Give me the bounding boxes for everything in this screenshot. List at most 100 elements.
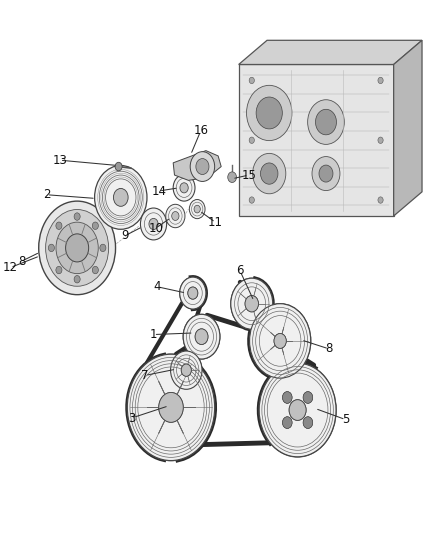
Circle shape (283, 417, 292, 429)
Circle shape (170, 351, 202, 389)
Text: 6: 6 (236, 264, 244, 277)
Circle shape (195, 329, 208, 344)
Circle shape (274, 334, 286, 349)
Circle shape (159, 392, 183, 422)
Circle shape (115, 163, 122, 171)
Circle shape (245, 295, 258, 312)
Circle shape (181, 364, 191, 376)
Text: 3: 3 (128, 411, 135, 424)
Circle shape (289, 400, 306, 421)
Circle shape (319, 165, 333, 182)
Text: 1: 1 (150, 328, 157, 341)
Circle shape (249, 197, 254, 203)
Circle shape (378, 197, 383, 203)
Circle shape (100, 244, 106, 252)
Circle shape (74, 276, 80, 283)
Circle shape (289, 400, 306, 421)
Text: 8: 8 (325, 342, 333, 356)
Circle shape (268, 326, 292, 356)
Text: 15: 15 (241, 168, 256, 182)
Circle shape (170, 351, 202, 389)
Circle shape (250, 304, 311, 378)
Circle shape (141, 208, 166, 240)
Circle shape (283, 417, 292, 429)
Circle shape (189, 199, 205, 219)
Text: 14: 14 (151, 184, 166, 198)
Circle shape (56, 222, 98, 273)
Circle shape (303, 392, 313, 403)
Text: 2: 2 (43, 188, 50, 201)
Text: 11: 11 (208, 216, 223, 229)
Circle shape (127, 354, 215, 461)
Circle shape (183, 314, 220, 359)
Circle shape (283, 392, 292, 403)
Circle shape (378, 77, 383, 84)
Text: 12: 12 (3, 261, 18, 274)
Circle shape (231, 278, 273, 329)
Circle shape (92, 266, 99, 274)
Circle shape (303, 417, 313, 429)
Circle shape (259, 364, 336, 457)
Circle shape (378, 137, 383, 143)
Text: 4: 4 (153, 280, 161, 293)
Circle shape (261, 163, 278, 184)
Circle shape (92, 222, 99, 229)
Polygon shape (173, 151, 221, 180)
Circle shape (195, 329, 208, 344)
Circle shape (127, 354, 215, 461)
Circle shape (245, 295, 258, 312)
Circle shape (303, 417, 313, 429)
Polygon shape (239, 64, 394, 216)
Circle shape (66, 234, 88, 262)
Circle shape (274, 334, 286, 349)
Circle shape (231, 278, 273, 329)
Circle shape (247, 85, 292, 141)
Text: 7: 7 (141, 369, 148, 382)
Circle shape (303, 392, 313, 403)
Circle shape (253, 154, 286, 194)
Circle shape (190, 152, 215, 181)
Circle shape (315, 109, 336, 135)
Text: 10: 10 (148, 222, 163, 235)
Circle shape (228, 172, 237, 182)
Text: 8: 8 (18, 255, 25, 268)
Text: 13: 13 (52, 154, 67, 167)
Circle shape (56, 222, 62, 229)
Circle shape (249, 77, 254, 84)
Circle shape (181, 364, 191, 376)
Circle shape (188, 287, 198, 299)
Text: 16: 16 (193, 124, 208, 138)
Circle shape (188, 287, 198, 299)
Circle shape (279, 386, 317, 433)
Circle shape (113, 189, 128, 206)
Circle shape (194, 205, 200, 213)
Circle shape (95, 165, 147, 229)
Circle shape (159, 392, 183, 422)
Text: 9: 9 (121, 229, 129, 242)
Circle shape (196, 159, 209, 174)
Circle shape (180, 183, 188, 193)
Circle shape (250, 304, 311, 378)
Circle shape (166, 204, 185, 228)
Circle shape (46, 209, 109, 286)
Circle shape (283, 392, 292, 403)
Circle shape (172, 212, 179, 221)
Circle shape (39, 201, 116, 295)
Circle shape (56, 266, 62, 274)
Circle shape (249, 137, 254, 143)
Circle shape (48, 244, 54, 252)
Circle shape (259, 364, 336, 457)
Circle shape (173, 174, 195, 201)
Circle shape (146, 376, 196, 438)
Circle shape (307, 100, 344, 144)
Circle shape (74, 213, 80, 220)
Polygon shape (394, 41, 422, 216)
Polygon shape (239, 41, 422, 64)
Circle shape (256, 97, 283, 129)
Circle shape (312, 157, 340, 191)
Circle shape (180, 277, 206, 309)
Circle shape (149, 219, 158, 230)
Circle shape (180, 277, 206, 309)
Circle shape (183, 314, 220, 359)
Text: 5: 5 (342, 413, 350, 426)
